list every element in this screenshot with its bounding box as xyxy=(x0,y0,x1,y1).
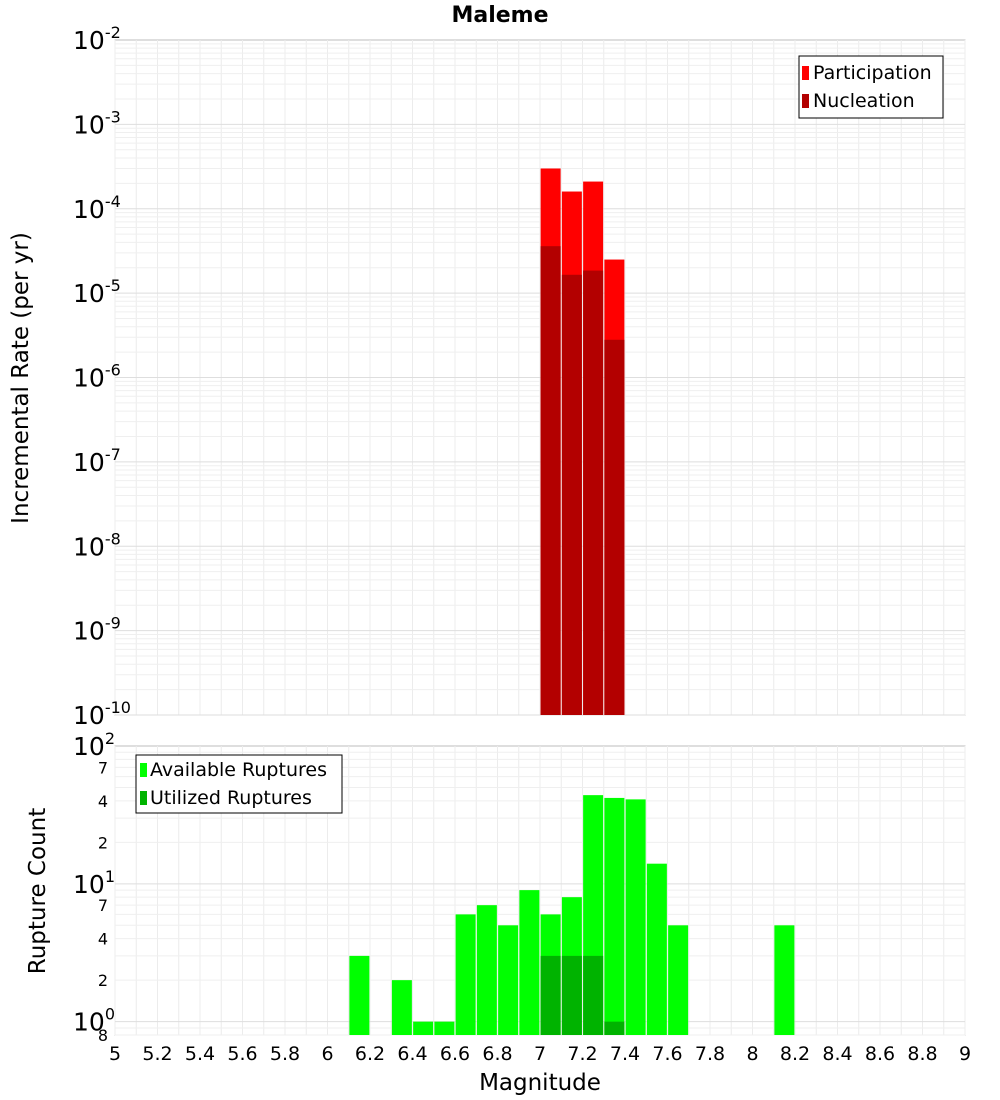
y-tick-label: 100 xyxy=(73,1005,115,1037)
bar-available-ruptures xyxy=(349,955,370,1035)
y-minor-tick-label: 7 xyxy=(98,896,108,915)
x-tick-label: 5.2 xyxy=(142,1043,172,1065)
y-tick-label: 10-5 xyxy=(73,276,121,308)
bar-available-ruptures xyxy=(625,799,646,1035)
x-axis-title: Magnitude xyxy=(479,1070,601,1096)
bar-available-ruptures xyxy=(774,925,795,1035)
bar-utilized-ruptures xyxy=(561,955,582,1035)
bottom-bars xyxy=(349,795,795,1035)
legend-swatch-nucleation xyxy=(802,94,809,108)
y-minor-tick-label: 8 xyxy=(98,1026,108,1045)
y-minor-tick-label: 4 xyxy=(98,930,108,949)
legend-label-nucleation: Nucleation xyxy=(813,90,915,112)
x-tick-label: 8.2 xyxy=(780,1043,810,1065)
bottom-y-ticks: 102 101 100 7 4 2 7 4 2 8 xyxy=(73,729,115,1045)
x-tick-label: 6.4 xyxy=(397,1043,427,1065)
x-tick-label: 5 xyxy=(109,1043,121,1065)
bar-available-ruptures xyxy=(604,797,625,1035)
x-tick-label: 9 xyxy=(959,1043,971,1065)
top-y-axis-title: Incremental Rate (per yr) xyxy=(8,232,34,524)
bar-available-ruptures xyxy=(413,1021,434,1035)
x-tick-label: 7.6 xyxy=(652,1043,682,1065)
legend-label-available: Available Ruptures xyxy=(150,759,327,781)
x-tick-label: 6.6 xyxy=(440,1043,470,1065)
legend-label-participation: Participation xyxy=(813,62,932,84)
legend-swatch-utilized xyxy=(140,791,147,805)
bar-available-ruptures xyxy=(391,980,412,1035)
bar-available-ruptures xyxy=(519,890,540,1035)
y-minor-tick-label: 4 xyxy=(98,792,108,811)
y-tick-label: 101 xyxy=(73,867,115,899)
x-tick-label: 7.8 xyxy=(695,1043,725,1065)
legend-label-utilized: Utilized Ruptures xyxy=(150,787,312,809)
bottom-gridlines xyxy=(114,746,966,1036)
top-y-ticks: 10-2 10-3 10-4 10-5 10-6 10-7 10-8 10-9 10-10 xyxy=(73,23,131,730)
top-bars xyxy=(540,168,625,716)
top-legend: Participation Nucleation xyxy=(798,55,944,119)
top-gridlines xyxy=(114,40,966,716)
y-minor-tick-label: 7 xyxy=(98,758,108,777)
x-tick-label: 8 xyxy=(746,1043,758,1065)
y-tick-label: 102 xyxy=(73,729,115,761)
bar-available-ruptures xyxy=(434,1021,455,1035)
bottom-y-axis-title: Rupture Count xyxy=(25,808,51,974)
bar-available-ruptures xyxy=(455,914,476,1035)
bar-utilized-ruptures xyxy=(583,955,604,1035)
y-tick-label: 10-6 xyxy=(73,361,121,393)
bar-nucleation xyxy=(540,246,561,715)
y-tick-label: 10-9 xyxy=(73,614,121,646)
bar-nucleation xyxy=(604,339,625,715)
x-tick-label: 7.2 xyxy=(567,1043,597,1065)
x-tick-label: 5.4 xyxy=(185,1043,215,1065)
x-tick-label: 8.6 xyxy=(865,1043,895,1065)
x-tick-label: 6 xyxy=(321,1043,333,1065)
chart-title: Maleme xyxy=(451,3,548,28)
y-tick-label: 10-10 xyxy=(73,698,131,730)
y-minor-tick-label: 2 xyxy=(98,833,108,852)
bar-utilized-ruptures xyxy=(540,955,561,1035)
y-tick-label: 10-4 xyxy=(73,192,121,224)
x-tick-label: 7 xyxy=(534,1043,546,1065)
x-tick-label: 7.4 xyxy=(610,1043,640,1065)
bar-nucleation xyxy=(583,270,604,715)
bar-utilized-ruptures xyxy=(604,1021,625,1035)
x-tick-label: 6.2 xyxy=(355,1043,385,1065)
y-tick-label: 10-3 xyxy=(73,107,121,139)
y-minor-tick-label: 2 xyxy=(98,971,108,990)
x-tick-label: 8.8 xyxy=(907,1043,937,1065)
y-tick-label: 10-2 xyxy=(73,23,121,55)
x-tick-label: 5.6 xyxy=(227,1043,257,1065)
bottom-legend: Available Ruptures Utilized Ruptures xyxy=(135,754,343,814)
x-tick-label: 5.8 xyxy=(270,1043,300,1065)
legend-swatch-available xyxy=(140,763,147,777)
x-tick-label: 6.8 xyxy=(482,1043,512,1065)
bar-available-ruptures xyxy=(646,863,667,1035)
x-tick-label: 8.4 xyxy=(822,1043,852,1065)
y-tick-label: 10-8 xyxy=(73,529,121,561)
legend-swatch-participation xyxy=(802,66,809,80)
bar-available-ruptures xyxy=(668,925,689,1035)
bar-nucleation xyxy=(561,274,582,715)
x-ticks: 5 5.2 5.4 5.6 5.8 6 6.2 6.4 6.6 6.8 7 7.2 7.4 7.6 7.8 8… xyxy=(109,1043,971,1065)
y-tick-label: 10-7 xyxy=(73,445,121,477)
bar-available-ruptures xyxy=(476,905,497,1035)
bar-available-ruptures xyxy=(498,925,519,1035)
